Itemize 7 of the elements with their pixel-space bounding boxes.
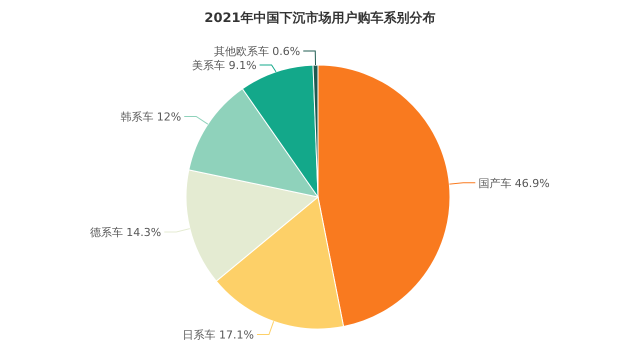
slice-label: 其他欧系车 0.6% [214, 45, 300, 58]
slice-label: 韩系车 12% [120, 110, 182, 124]
slice-label: 国产车 46.9% [478, 176, 550, 190]
slice-label: 美系车 9.1% [192, 59, 257, 72]
slice-label: 日系车 17.1% [182, 328, 254, 342]
chart-title: 2021年中国下沉市场用户购车系别分布 [204, 10, 436, 26]
slice-label: 德系车 14.3% [90, 226, 162, 239]
